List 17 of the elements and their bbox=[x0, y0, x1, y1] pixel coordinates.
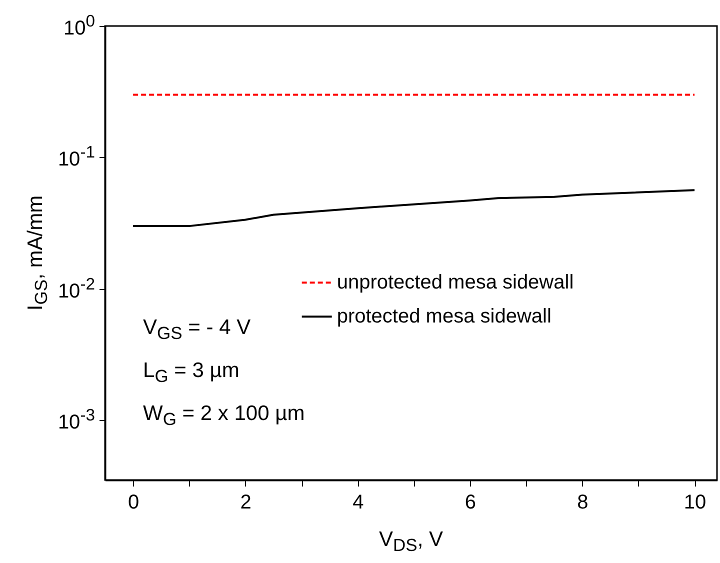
y-tick-label: 10$^{-2}$ bbox=[58, 274, 95, 304]
x-tick-label: 0 bbox=[128, 492, 140, 514]
x-axis-title: V$_{DS}$, V bbox=[378, 528, 444, 556]
x-tick-label: 2 bbox=[240, 492, 252, 514]
x-tick-label: 4 bbox=[352, 492, 364, 514]
x-tick-label: 10 bbox=[684, 492, 706, 514]
y-tick-label: 10$^{-1}$ bbox=[58, 143, 95, 172]
annotation: V$_{GS}$ = - 4 V bbox=[143, 316, 251, 344]
x-tick-label: 6 bbox=[464, 492, 476, 514]
annotation: W$_{G}$ = 2 x 100 µm bbox=[143, 402, 305, 430]
annotation: L$_{G}$ = 3 µm bbox=[143, 359, 240, 388]
x-tick-label: 8 bbox=[577, 492, 588, 514]
legend-label: protected mesa sidewall bbox=[336, 306, 552, 328]
line-series bbox=[132, 189, 696, 228]
y-tick-label: 10$^{0}$ bbox=[63, 12, 95, 40]
y-tick-label: 10$^{-3}$ bbox=[58, 406, 95, 434]
legend-label: unprotected mesa sidewall bbox=[336, 272, 574, 294]
